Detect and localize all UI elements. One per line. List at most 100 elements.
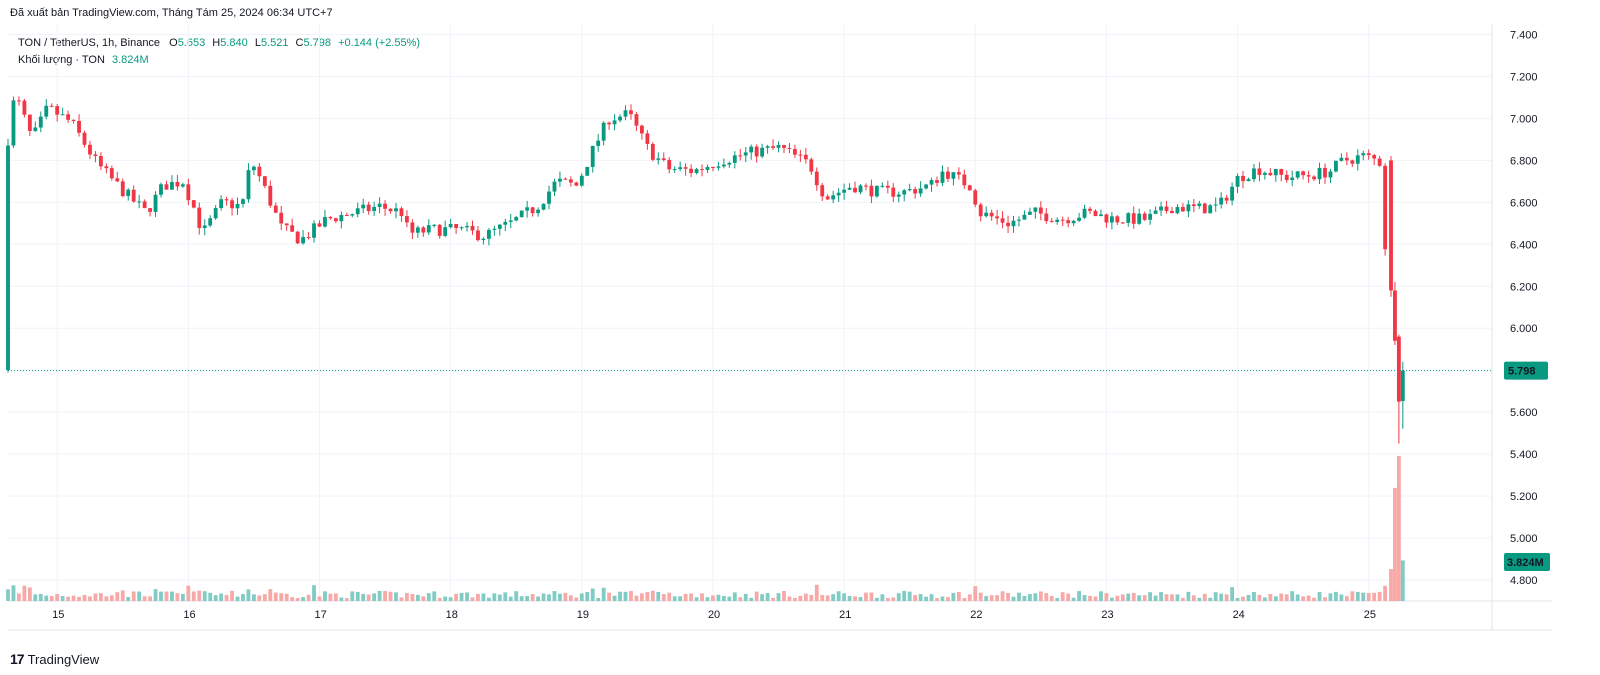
candle-body	[1093, 210, 1098, 217]
tradingview-brand[interactable]: 17 TradingView	[10, 651, 99, 667]
candle-body	[771, 146, 775, 148]
volume-bar	[1082, 595, 1087, 601]
volume-bar	[1317, 592, 1322, 601]
candle-body	[1377, 158, 1382, 166]
candle-body	[71, 119, 76, 121]
candle-body	[782, 145, 786, 148]
volume-bar	[49, 595, 54, 601]
volume-bar	[902, 590, 907, 601]
volume-bar	[1066, 593, 1071, 601]
volume-bar	[694, 597, 699, 601]
volume-bar	[672, 596, 677, 601]
candle-body	[814, 171, 819, 186]
volume-bar	[634, 595, 639, 601]
volume-bar	[1115, 595, 1120, 601]
candle-body	[678, 167, 683, 170]
time-tick-label: 22	[970, 609, 982, 621]
price-tick-label: 6.000	[1510, 323, 1538, 335]
candle-body	[486, 229, 491, 239]
candle-body	[399, 208, 404, 217]
price-tick-label: 5.200	[1510, 491, 1538, 503]
volume-bar	[1170, 594, 1174, 601]
candle-body	[793, 148, 797, 155]
candle-body	[929, 180, 934, 185]
volume-bar	[601, 587, 606, 601]
candle-body	[1400, 370, 1405, 402]
volume-bar	[290, 597, 295, 601]
volume-bar	[1273, 596, 1278, 601]
candle-body	[683, 167, 688, 169]
candle-body	[481, 238, 486, 241]
candle-body	[1252, 168, 1256, 180]
candle-body	[224, 199, 229, 201]
volume-bar	[432, 591, 437, 601]
candle-body	[1235, 175, 1240, 187]
volume-bar	[765, 593, 770, 601]
volume-bar	[323, 591, 327, 601]
candle-body	[415, 227, 420, 233]
volume-bar	[1219, 593, 1224, 601]
candle-body	[962, 174, 967, 186]
candle-body	[350, 214, 355, 216]
volume-bar	[1109, 597, 1114, 601]
volume-bar	[547, 594, 551, 601]
price-tick-label: 7.400	[1510, 29, 1538, 41]
candle-body	[1317, 167, 1322, 180]
candle-body	[1186, 204, 1191, 212]
candle-body	[694, 169, 699, 173]
volume-bar	[350, 591, 355, 601]
volume-bar	[1400, 560, 1405, 601]
volume-bar	[328, 593, 333, 601]
candle-body	[541, 203, 546, 210]
candle-body	[1273, 169, 1278, 176]
candle-body	[1279, 169, 1284, 175]
volume-label[interactable]: Khối lượng · TON	[18, 54, 105, 66]
volume-bar	[1312, 597, 1316, 601]
candle-body	[1257, 168, 1262, 175]
volume-bar	[33, 594, 38, 601]
candle-body	[1033, 207, 1038, 212]
time-axis: 15 16 17 18 19 20 21 22 23 24 25	[52, 609, 1376, 621]
candle-body	[77, 120, 81, 133]
volume-bar	[1301, 596, 1306, 601]
price-tick-label: 7.000	[1510, 113, 1538, 125]
volume-bar	[1148, 592, 1153, 601]
candle-body	[590, 145, 595, 167]
volume-bar	[1268, 594, 1273, 601]
symbol-label[interactable]: TON / TetherUS, 1h, Binance	[18, 37, 161, 49]
candle-body	[634, 114, 639, 126]
candle-body	[558, 178, 562, 182]
volume-bar	[1137, 595, 1142, 601]
time-tick-label: 17	[314, 609, 326, 621]
volume-bar	[1257, 594, 1262, 601]
volume-bar	[388, 591, 393, 601]
volume-bar	[372, 593, 377, 601]
candle-body	[230, 200, 234, 209]
candle-body	[1339, 157, 1344, 161]
volume-bar	[793, 597, 797, 601]
volume-bar	[667, 592, 672, 601]
volume-bar	[126, 597, 131, 601]
candle-body	[1323, 167, 1327, 178]
volume-bar	[689, 593, 694, 601]
candle-body	[721, 164, 726, 167]
candle-body	[836, 192, 841, 196]
last-volume-label: 3.824M	[1507, 557, 1544, 569]
volume-bar	[1213, 592, 1218, 601]
candle-body	[885, 185, 890, 188]
price-tick-label: 6.800	[1510, 155, 1538, 167]
volume-bar	[1361, 592, 1366, 601]
volume-bar	[541, 593, 546, 601]
candle-body	[1153, 210, 1158, 214]
volume-bar	[1175, 594, 1180, 601]
candle-body	[700, 169, 704, 171]
volume-bar	[743, 593, 748, 601]
volume-bar	[716, 594, 721, 601]
candle-body	[492, 228, 497, 230]
volume-bar	[27, 587, 32, 601]
candle-body	[454, 223, 459, 229]
volume-bar	[262, 594, 267, 601]
candle-body	[547, 191, 551, 204]
price-tick-label: 4.800	[1510, 575, 1538, 587]
